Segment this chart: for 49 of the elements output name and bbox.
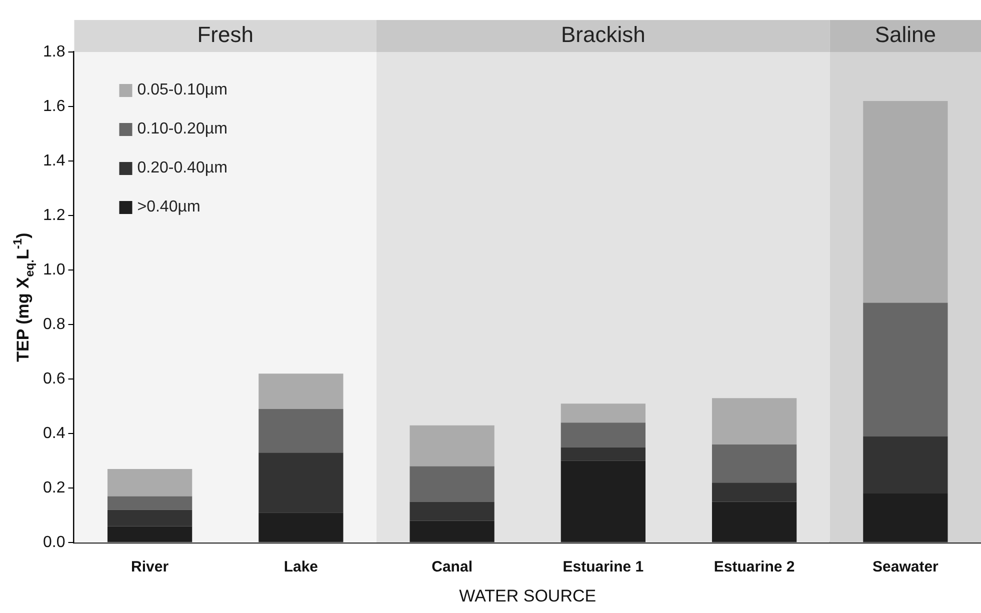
x-tick-label: Canal: [432, 558, 472, 576]
x-tick-label: Lake: [284, 558, 318, 576]
bar: [410, 502, 494, 521]
bar: [863, 436, 948, 494]
x-tick-label: Estuarine 2: [714, 558, 795, 576]
bar: [410, 425, 494, 466]
bar: [560, 460, 646, 542]
y-tick-label: 0.2: [42, 479, 66, 496]
y-tick-label: 1.6: [42, 98, 66, 115]
y-tick-label: 0.8: [42, 316, 66, 333]
y-tick-label: 0.4: [42, 424, 66, 442]
legend-label: 0.20-0.40µm: [137, 159, 228, 176]
bar: [712, 444, 797, 483]
bar: [258, 512, 344, 542]
x-tick-label: Seawater: [872, 558, 939, 576]
bar: [258, 452, 344, 513]
bar: [712, 502, 797, 542]
y-tick-label: 1.8: [42, 43, 66, 60]
x-axis-title: WATER SOURCE: [459, 586, 596, 606]
y-tick-label: 1.0: [42, 261, 66, 278]
bar: [410, 520, 494, 542]
x-tick-label: Estuarine 1: [562, 558, 644, 576]
band-label: Brackish: [561, 22, 646, 48]
legend-label: 0.05-0.10µm: [137, 81, 228, 98]
band-label: Fresh: [197, 22, 254, 48]
legend-label: >0.40µm: [137, 198, 200, 216]
bar: [410, 466, 494, 502]
bar: [560, 447, 646, 461]
bar: [107, 510, 192, 526]
bar: [863, 302, 948, 436]
bar: [712, 482, 797, 502]
bar: [107, 469, 192, 496]
y-tick-label: 0.6: [42, 370, 66, 388]
y-tick-label: 0.0: [42, 534, 66, 552]
bar: [712, 398, 797, 444]
legend-label: 0.10-0.20µm: [137, 120, 228, 138]
bar: [863, 101, 948, 303]
bar: [258, 409, 344, 453]
x-tick-label: River: [131, 558, 169, 576]
band-label: Saline: [874, 22, 936, 48]
y-tick-label: 1.4: [42, 152, 66, 170]
bar: [560, 422, 646, 448]
bar: [107, 526, 192, 542]
bar: [107, 496, 192, 510]
bar: [560, 404, 646, 423]
y-axis-title: TEP (mg Xeq.L-1): [10, 232, 36, 362]
bar: [863, 494, 948, 542]
bar: [258, 374, 344, 410]
y-tick-label: 1.2: [42, 206, 66, 224]
